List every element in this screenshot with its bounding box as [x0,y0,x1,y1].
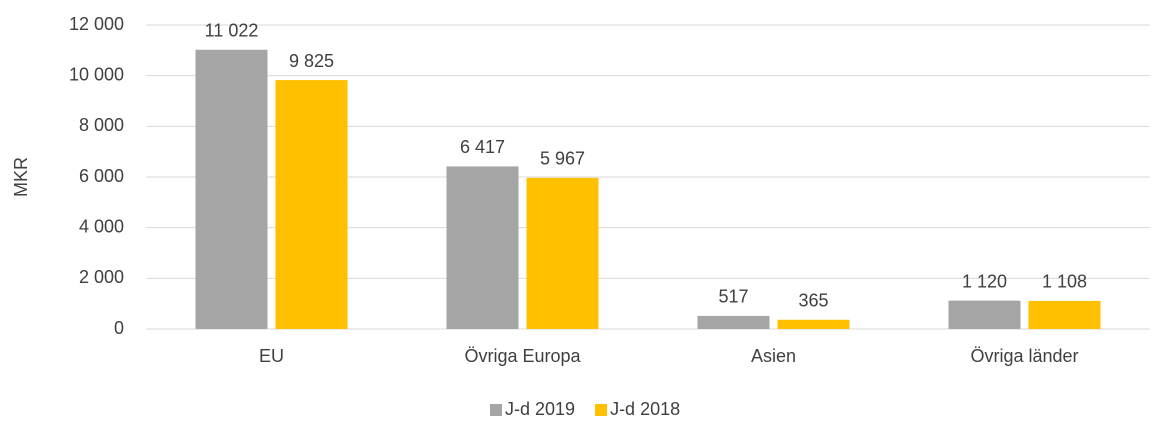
bar [195,49,268,329]
y-tick-label: 0 [114,318,124,338]
bar [948,300,1021,329]
x-tick-label: Övriga länder [970,346,1078,366]
x-tick-label: Asien [751,346,796,366]
y-tick-label: 2 000 [79,267,124,287]
data-label: 365 [798,291,828,311]
data-label: 9 825 [289,51,334,71]
bar [1028,300,1101,329]
data-label: 11 022 [205,21,259,41]
y-tick-label: 12 000 [69,14,124,34]
data-label: 5 967 [540,149,585,169]
legend-swatch [595,404,608,416]
y-tick-label: 4 000 [79,216,124,236]
y-tick-label: 6 000 [79,166,124,186]
legend-label: J-d 2019 [505,399,575,419]
data-label: 1 108 [1042,272,1087,292]
y-tick-label: 8 000 [79,115,124,135]
legend-label: J-d 2018 [610,399,680,419]
bar [526,177,599,329]
x-tick-label: EU [259,346,284,366]
y-axis-label: MKR [11,157,31,197]
bar [275,80,348,329]
x-tick-label: Övriga Europa [464,346,581,366]
legend-swatch [490,404,502,416]
bar [777,319,850,329]
data-label: 1 120 [962,271,1007,291]
y-tick-label: 10 000 [69,64,124,84]
bar [446,166,519,329]
data-label: 517 [718,287,748,307]
bar [697,315,770,329]
data-label: 6 417 [460,137,505,157]
